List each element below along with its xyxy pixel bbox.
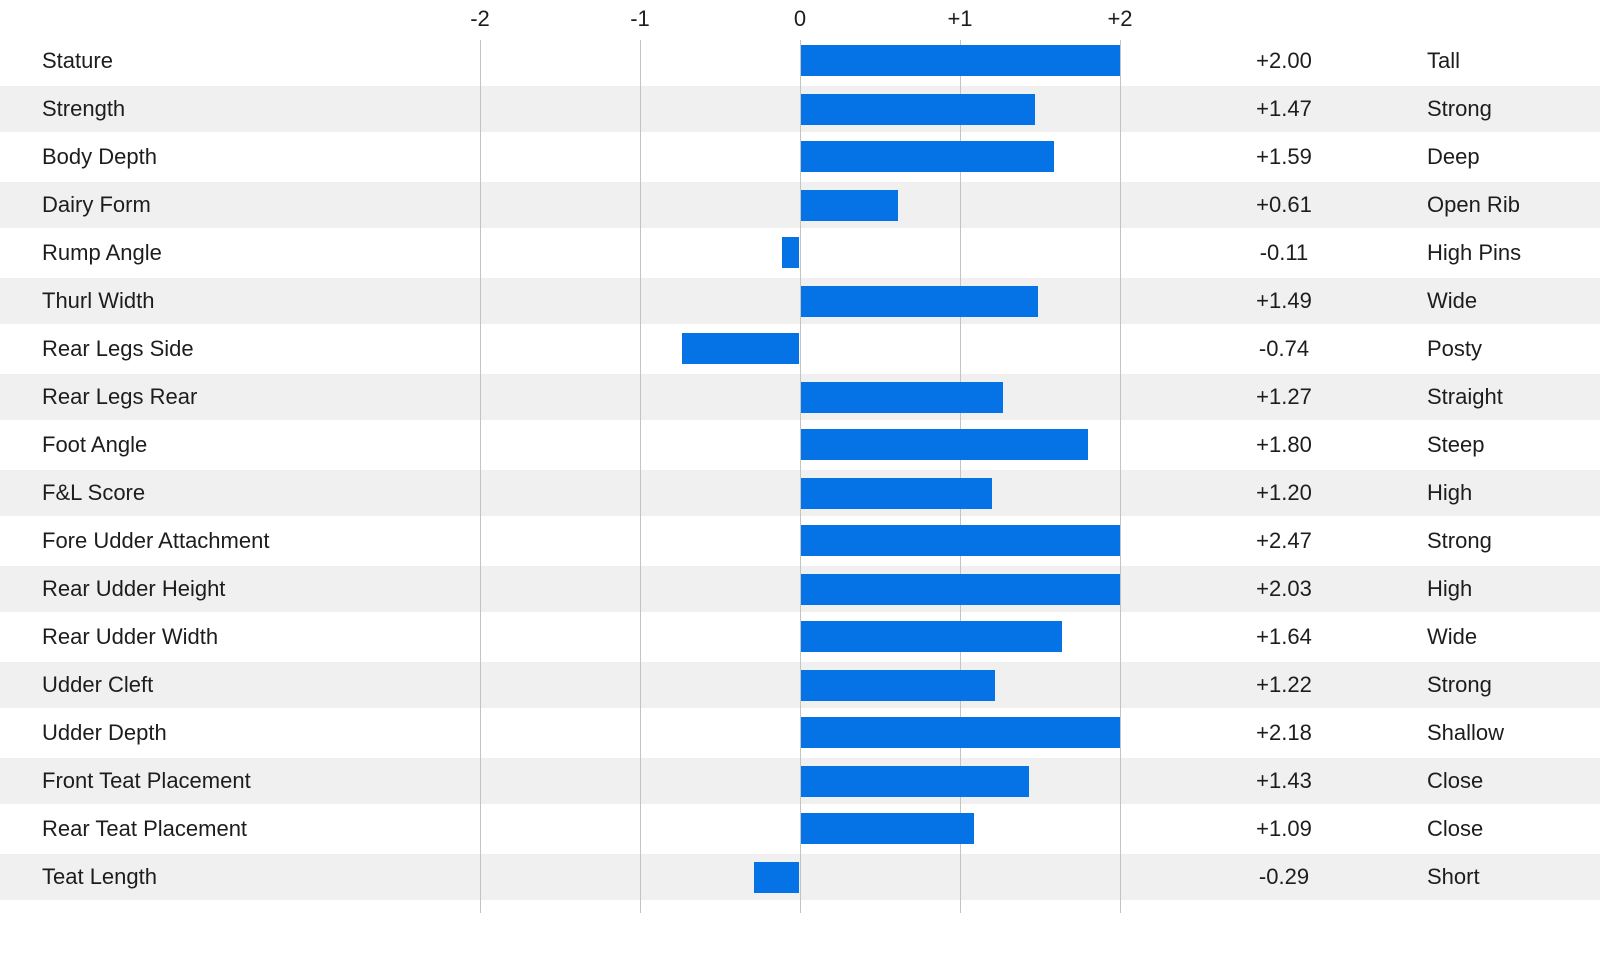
- trait-sta-value: +0.61: [1256, 192, 1312, 217]
- trait-sta-bar: [801, 94, 1036, 125]
- trait-sta-bar: [801, 574, 1120, 605]
- trait-sta-bar: [753, 862, 799, 893]
- trait-row: Body Depth +1.59 Deep: [0, 133, 1600, 181]
- trait-name-label: Rear Legs Rear: [42, 384, 198, 409]
- trait-name-label: Rear Legs Side: [42, 336, 194, 361]
- trait-sta-bar: [801, 670, 996, 701]
- trait-descriptor-label: Open Rib: [1427, 192, 1520, 217]
- trait-sta-bar: [801, 141, 1055, 172]
- trait-sta-value: -0.29: [1258, 864, 1310, 889]
- trait-descriptor-label: Straight: [1427, 384, 1503, 409]
- trait-row: Fore Udder Attachment +2.47 Strong: [0, 517, 1600, 565]
- trait-sta-bar: [801, 429, 1088, 460]
- trait-name-label: F&L Score: [42, 480, 146, 505]
- trait-descriptor-label: High Pins: [1427, 240, 1522, 265]
- trait-row: Rump Angle -0.11 High Pins: [0, 229, 1600, 277]
- trait-descriptor-label: Strong: [1427, 96, 1492, 121]
- trait-descriptor-label: Close: [1427, 768, 1484, 793]
- trait-name-label: Stature: [42, 48, 113, 73]
- trait-sta-value: +2.03: [1256, 576, 1312, 601]
- trait-row: Udder Depth +2.18 Shallow: [0, 709, 1600, 757]
- trait-sta-value: +1.09: [1256, 816, 1312, 841]
- trait-name-label: Dairy Form: [42, 192, 151, 217]
- trait-sta-value: +1.64: [1256, 624, 1312, 649]
- trait-descriptor-label: Wide: [1427, 288, 1478, 313]
- trait-sta-value: +1.27: [1256, 384, 1312, 409]
- trait-sta-bar: [801, 813, 975, 844]
- trait-name-label: Teat Length: [42, 864, 157, 889]
- trait-row: Rear Legs Side -0.74 Posty: [0, 325, 1600, 373]
- trait-row: Rear Udder Width +1.64 Wide: [0, 613, 1600, 661]
- trait-sta-bar: [801, 621, 1063, 652]
- gridline: [479, 40, 481, 913]
- trait-descriptor-label: Close: [1427, 816, 1484, 841]
- trait-name-label: Rear Teat Placement: [42, 816, 248, 841]
- trait-row: Stature +2.00 Tall: [0, 37, 1600, 85]
- trait-sta-bar: [681, 333, 799, 364]
- trait-name-label: Fore Udder Attachment: [42, 528, 270, 553]
- trait-name-label: Rear Udder Width: [42, 624, 219, 649]
- trait-sta-value: +1.47: [1256, 96, 1312, 121]
- trait-sta-value: +1.80: [1256, 432, 1312, 457]
- trait-sta-value: +2.00: [1256, 48, 1312, 73]
- trait-sta-bar: [801, 525, 1120, 556]
- trait-name-label: Foot Angle: [42, 432, 148, 457]
- trait-descriptor-label: Short: [1427, 864, 1480, 889]
- trait-row: Rear Teat Placement +1.09 Close: [0, 805, 1600, 853]
- trait-sta-value: -0.74: [1258, 336, 1310, 361]
- trait-sta-bar: [801, 382, 1004, 413]
- trait-descriptor-label: High: [1427, 480, 1473, 505]
- trait-name-label: Udder Depth: [42, 720, 167, 745]
- trait-name-label: Body Depth: [42, 144, 157, 169]
- trait-sta-value: +1.20: [1256, 480, 1312, 505]
- trait-sta-value: +2.47: [1256, 528, 1312, 553]
- trait-sta-bar: [801, 286, 1039, 317]
- gridline: [799, 40, 801, 913]
- axis-tick-label: 0: [793, 6, 807, 31]
- axis-tick-label: -2: [470, 6, 490, 31]
- trait-descriptor-label: Strong: [1427, 528, 1492, 553]
- trait-sta-value: +2.18: [1256, 720, 1312, 745]
- trait-descriptor-label: Strong: [1427, 672, 1492, 697]
- trait-descriptor-label: Posty: [1427, 336, 1483, 361]
- trait-name-label: Strength: [42, 96, 126, 121]
- trait-sta-bar: [801, 478, 992, 509]
- gridline: [639, 40, 641, 913]
- trait-descriptor-label: Deep: [1427, 144, 1480, 169]
- trait-sta-bar: [801, 190, 898, 221]
- trait-sta-value: -0.11: [1259, 240, 1309, 265]
- axis-header: -2 -1 0 +1 +2: [0, 0, 1600, 38]
- axis-tick-label: +1: [947, 6, 973, 31]
- trait-sta-value: +1.49: [1256, 288, 1312, 313]
- trait-descriptor-label: High: [1427, 576, 1473, 601]
- trait-sta-bar: [801, 717, 1120, 748]
- gridline: [959, 40, 961, 913]
- trait-name-label: Rump Angle: [42, 240, 162, 265]
- trait-descriptor-label: Shallow: [1427, 720, 1505, 745]
- trait-descriptor-label: Tall: [1427, 48, 1461, 73]
- trait-name-label: Front Teat Placement: [42, 768, 251, 793]
- axis-tick-label: +2: [1107, 6, 1133, 31]
- trait-row: Foot Angle +1.80 Steep: [0, 421, 1600, 469]
- trait-sta-value: +1.43: [1256, 768, 1312, 793]
- axis-tick-label: -1: [630, 6, 650, 31]
- trait-sta-bar: [782, 237, 799, 268]
- trait-sta-value: +1.59: [1256, 144, 1312, 169]
- trait-sta-bar: [801, 45, 1120, 76]
- trait-descriptor-label: Steep: [1427, 432, 1485, 457]
- trait-descriptor-label: Wide: [1427, 624, 1478, 649]
- trait-name-label: Thurl Width: [42, 288, 155, 313]
- trait-name-label: Rear Udder Height: [42, 576, 226, 601]
- gridline: [1119, 40, 1121, 913]
- trait-sta-bar: [801, 766, 1029, 797]
- trait-name-label: Udder Cleft: [42, 672, 154, 697]
- trait-sta-value: +1.22: [1256, 672, 1312, 697]
